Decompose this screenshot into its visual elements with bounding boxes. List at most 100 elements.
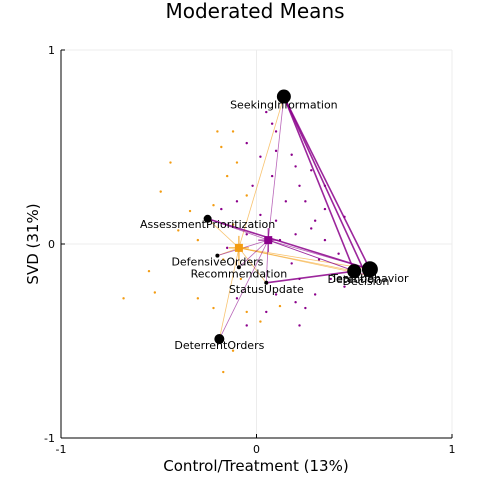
connector-line <box>207 218 240 249</box>
treatment-point <box>220 207 223 211</box>
treatment-point <box>313 219 317 222</box>
plot-area: -1-1 0 0 1 1 SeekingInformation AssessmentPrio… <box>44 44 455 456</box>
control-point <box>122 297 125 300</box>
connector-line <box>238 96 285 248</box>
connector-line <box>238 247 267 284</box>
treatment-point <box>310 169 313 172</box>
x-tick-label: -1 <box>56 443 67 456</box>
connector-line <box>266 270 355 284</box>
treatment-point <box>235 200 239 203</box>
treatment-point <box>304 306 307 310</box>
treatment-point <box>337 252 340 255</box>
treatment-point <box>245 324 248 327</box>
treatment-point <box>278 238 282 242</box>
treatment-point <box>225 246 229 250</box>
treatment-point <box>259 213 262 217</box>
treatment-point <box>274 293 278 296</box>
treatment-point <box>270 122 274 125</box>
x-tick-label: 0 <box>253 443 260 456</box>
node-label: SeekingInformation <box>230 99 338 112</box>
treatment-point <box>265 310 268 314</box>
control-point <box>188 209 192 213</box>
treatment-point <box>329 277 332 281</box>
treatment-point <box>245 141 248 145</box>
treatment-point <box>343 285 346 288</box>
treatment-point <box>290 153 293 156</box>
node-label: Decision <box>343 275 390 288</box>
treatment-point <box>310 227 313 230</box>
node-marker <box>363 273 368 278</box>
control-point <box>239 277 243 281</box>
node-marker <box>347 264 362 279</box>
treatment-point <box>343 215 346 219</box>
treatment-point <box>298 277 301 281</box>
control-point <box>159 190 162 193</box>
connector-line <box>267 96 285 241</box>
treatment-point <box>298 184 301 187</box>
control-mean-marker <box>234 243 243 252</box>
treatment-point <box>290 262 293 265</box>
treatment-point <box>265 110 268 114</box>
treatment-point <box>274 130 278 133</box>
control-point <box>196 238 200 242</box>
treatment-point <box>235 297 239 300</box>
chart-title: Moderated Means <box>165 0 344 23</box>
treatment-point <box>270 174 274 178</box>
y-tick-label: 0 <box>48 238 55 251</box>
connector-line <box>218 247 240 340</box>
treatment-point <box>323 238 327 242</box>
control-point <box>177 229 180 232</box>
connector-line <box>238 239 269 268</box>
connector-line <box>283 96 355 272</box>
control-point <box>231 130 235 133</box>
node-label: Detection <box>328 273 381 286</box>
control-point <box>169 161 172 164</box>
treatment-point <box>294 165 297 168</box>
control-point <box>147 269 151 273</box>
control-point <box>245 310 248 314</box>
control-point <box>222 258 225 261</box>
control-point <box>225 174 229 178</box>
control-point <box>212 306 215 310</box>
treatment-point <box>274 149 278 153</box>
control-point <box>216 130 219 133</box>
treatment-point <box>274 219 278 222</box>
control-point <box>245 194 248 197</box>
treatment-point <box>259 155 262 158</box>
y-tick-label: -1 <box>44 432 55 445</box>
control-point <box>212 204 215 207</box>
treatment-point <box>294 301 297 304</box>
treatment-point <box>304 200 307 203</box>
control-point <box>235 161 239 164</box>
control-point <box>259 320 262 323</box>
node-label: Teambehavior <box>330 272 409 285</box>
node-marker <box>214 334 225 345</box>
y-axis-label: SVD (31%) <box>24 203 42 284</box>
connector-line <box>238 247 367 276</box>
treatment-point <box>317 258 321 261</box>
connector-line <box>238 247 370 270</box>
node-marker <box>236 265 241 270</box>
control-point <box>220 145 223 149</box>
node-label: DeterrentOrders <box>174 339 264 352</box>
treatment-point <box>298 324 301 327</box>
node-marker <box>264 280 269 285</box>
treatment-point <box>245 233 248 236</box>
node-marker <box>215 253 220 258</box>
node-label: AssessmentPrioritization <box>140 218 275 231</box>
connector-line <box>283 96 371 270</box>
x-tick-label: 1 <box>449 443 456 456</box>
node-marker <box>203 214 212 223</box>
treatment-point <box>323 207 327 211</box>
control-point <box>231 223 235 226</box>
node-label: StatusUpdate <box>229 283 304 296</box>
control-point <box>222 370 225 374</box>
node-label: DefensiveOrders <box>171 256 263 269</box>
control-point <box>278 304 282 308</box>
connector-line <box>207 218 371 270</box>
treatment-point <box>284 200 288 203</box>
treatment-point <box>323 184 327 187</box>
control-point <box>153 291 157 294</box>
y-tick-label: 1 <box>48 44 55 57</box>
